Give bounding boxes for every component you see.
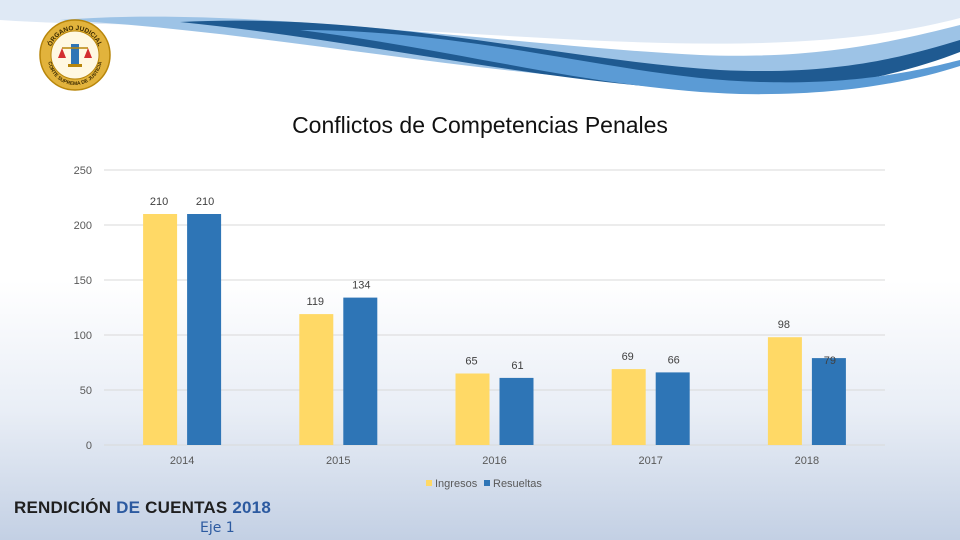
x-tick-label: 2017: [638, 455, 662, 467]
data-label-resueltas-2016: 61: [511, 360, 523, 372]
bar-ingresos-2016: [455, 373, 490, 445]
footer-title-part3: CUENTAS: [145, 498, 228, 517]
bar-resueltas-2015: [343, 297, 378, 445]
footer-subtitle: Eje 1: [200, 520, 235, 536]
x-tick-label: 2014: [170, 455, 194, 467]
bar-resueltas-2016: [499, 377, 534, 445]
data-label-ingresos-2017: 69: [622, 351, 634, 363]
bar-ingresos-2014: [143, 214, 178, 445]
bar-ingresos-2018: [767, 337, 802, 445]
bar-resueltas-2014: [187, 214, 222, 445]
data-label-ingresos-2015: 119: [307, 296, 325, 308]
y-tick-label: 250: [74, 165, 92, 177]
y-tick-label: 0: [86, 440, 92, 452]
footer-title: RENDICIÓN DE CUENTAS 2018: [14, 498, 271, 518]
data-label-ingresos-2014: 210: [150, 196, 168, 208]
footer-title-part2: DE: [116, 498, 141, 517]
footer-title-part1: RENDICIÓN: [14, 498, 112, 517]
y-tick-label: 100: [74, 330, 92, 342]
data-label-resueltas-2018: 79: [824, 355, 836, 367]
y-tick-label: 50: [80, 385, 92, 397]
y-tick-label: 150: [74, 275, 92, 287]
data-label-resueltas-2015: 134: [352, 280, 370, 292]
data-label-ingresos-2016: 65: [465, 356, 477, 368]
legend-swatch-ingresos: [426, 480, 432, 486]
judicial-seal-logo: ÓRGANO JUDICIAL CORTE SUPREMA DE JUSTICI…: [39, 19, 111, 91]
footer-title-part4: 2018: [232, 498, 271, 517]
bar-ingresos-2017: [611, 369, 646, 445]
bar-resueltas-2017: [655, 372, 690, 445]
x-axis-ticks: 2014 2015 2016 2017 2018: [170, 455, 819, 467]
legend-label-resueltas: Resueltas: [493, 478, 542, 490]
bar-resueltas-2018: [811, 358, 846, 445]
x-tick-label: 2016: [482, 455, 506, 467]
chart-legend: Ingresos Resueltas: [426, 478, 542, 490]
x-tick-label: 2018: [795, 455, 819, 467]
chart-gridlines: [104, 169, 885, 446]
data-label-ingresos-2018: 98: [778, 319, 790, 331]
bar-ingresos-2015: [299, 314, 334, 445]
data-label-resueltas-2017: 66: [668, 354, 680, 366]
data-labels: 210 210 119 134 65 61 69 66 98 79: [150, 196, 836, 372]
x-tick-label: 2015: [326, 455, 350, 467]
data-label-resueltas-2014: 210: [196, 196, 214, 208]
legend-label-ingresos: Ingresos: [435, 478, 478, 490]
header-wave-decoration: [0, 0, 960, 95]
chart-title: Conflictos de Competencias Penales: [292, 112, 668, 138]
legend-swatch-resueltas: [484, 480, 490, 486]
chart-bars: [143, 214, 846, 445]
y-tick-label: 200: [74, 220, 92, 232]
y-axis-ticks: 0 50 100 150 200 250: [74, 165, 92, 452]
